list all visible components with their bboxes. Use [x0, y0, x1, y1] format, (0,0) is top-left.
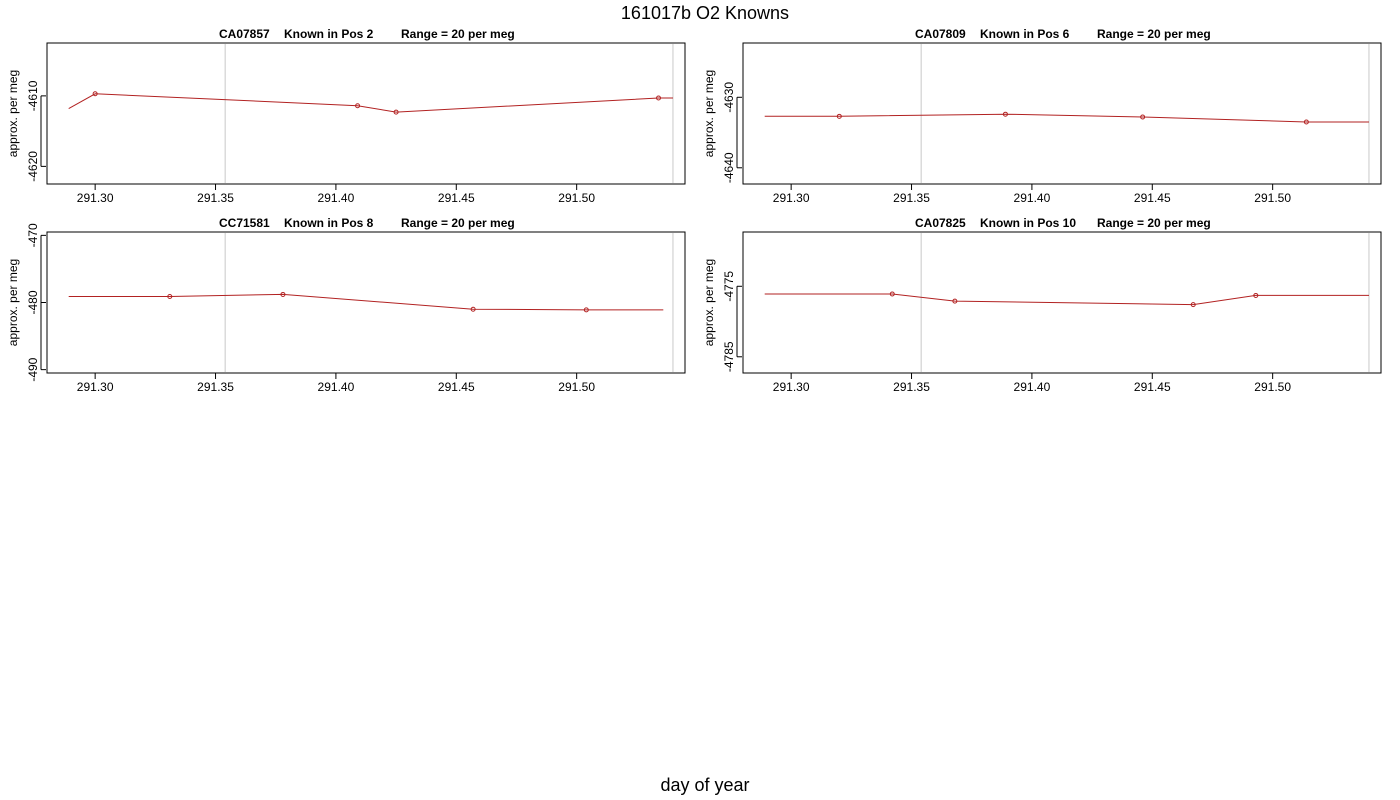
panel-3-data-point-3: [470, 306, 476, 312]
panel-4-data-point-2: [952, 298, 958, 304]
panel-3-title-part-2: Known in Pos 8: [284, 216, 374, 230]
panel-1-title-part-3: Range = 20 per meg: [401, 27, 515, 41]
panel-2-x-tick-label-4: 291.45: [1134, 191, 1171, 205]
panel-2-x-tick-label-1: 291.30: [773, 191, 810, 205]
panel-2-frame: [742, 42, 1382, 185]
panel-3-series-line-1: [68, 293, 664, 311]
panel-4-frame: [742, 231, 1382, 374]
panel-1-frame: [46, 42, 686, 185]
panel-3-title-part-1: CC71581: [219, 216, 270, 230]
panel-2: CA07809 Known in Pos 6 Range = 20 per meg 2…: [702, 27, 1382, 205]
panel-1-x-tick-label-4: 291.45: [438, 191, 475, 205]
panels-group: CA07857 Known in Pos 2 Range = 20 per meg 2…: [6, 27, 1382, 394]
panel-3-x-tick-label-5: 291.50: [558, 380, 595, 394]
panel-4: CA07825 Known in Pos 10 Range = 20 per meg…: [702, 216, 1382, 394]
panel-4-title-part-1: CA07825: [915, 216, 966, 230]
panel-2-data-point-2: [1002, 111, 1008, 117]
panel-3-data-point-1: [167, 293, 173, 299]
panel-1-y-tick-label-2: -4620: [26, 151, 40, 182]
panel-4-series-line-1: [764, 293, 1369, 306]
panel-2-y-tick-label-2: -4640: [722, 152, 736, 183]
panel-1-data-point-4: [656, 95, 662, 101]
panel-1-data-point-2: [355, 103, 361, 109]
panel-2-title-part-2: Known in Pos 6: [980, 27, 1070, 41]
panel-2-x-tick-label-2: 291.35: [893, 191, 930, 205]
panel-4-x-tick-label-1: 291.30: [773, 380, 810, 394]
panel-2-data-point-1: [836, 113, 842, 119]
panel-4-title-part-2: Known in Pos 10: [980, 216, 1076, 230]
panel-1-series-line-1: [68, 93, 673, 113]
panel-4-y-tick-label-2: -4785: [722, 341, 736, 372]
panel-3-x-tick-label-1: 291.30: [77, 380, 114, 394]
panel-4-x-tick-label-4: 291.45: [1134, 380, 1171, 394]
panel-3-y-tick-label-3: -490: [26, 357, 40, 381]
panel-1-y-axis-label: approx. per meg: [6, 70, 20, 157]
panel-4-title-part-3: Range = 20 per meg: [1097, 216, 1211, 230]
panel-1-data-point-1: [92, 91, 98, 97]
figure-title: 161017b O2 Knowns: [621, 3, 789, 23]
panel-3-data-point-2: [280, 291, 286, 297]
panel-2-title-part-3: Range = 20 per meg: [1097, 27, 1211, 41]
panel-2-title-part-1: CA07809: [915, 27, 966, 41]
panel-2-y-axis-label: approx. per meg: [702, 70, 716, 157]
panel-1-y-tick-label-1: -4610: [26, 80, 40, 111]
panel-3-y-tick-label-1: -470: [26, 223, 40, 247]
panel-1-x-tick-label-5: 291.50: [558, 191, 595, 205]
panel-4-x-tick-label-2: 291.35: [893, 380, 930, 394]
panel-3-y-tick-label-2: -480: [26, 290, 40, 314]
panel-4-data-point-1: [889, 291, 895, 297]
panel-4-x-tick-label-5: 291.50: [1254, 380, 1291, 394]
x-axis-label: day of year: [660, 775, 749, 795]
panel-3-frame: [46, 231, 686, 374]
panel-2-series-line-1: [764, 113, 1369, 123]
panel-2-x-tick-label-5: 291.50: [1254, 191, 1291, 205]
panel-2-data-point-4: [1303, 119, 1309, 125]
panel-2-y-tick-label-1: -4630: [722, 82, 736, 113]
panel-4-x-tick-label-3: 291.40: [1014, 380, 1051, 394]
panel-4-data-point-3: [1190, 302, 1196, 308]
panel-4-y-tick-label-1: -4775: [722, 271, 736, 302]
panel-2-x-tick-label-3: 291.40: [1014, 191, 1051, 205]
panel-1: CA07857 Known in Pos 2 Range = 20 per meg 2…: [6, 27, 686, 205]
panel-3-x-tick-label-3: 291.40: [318, 380, 355, 394]
panel-3-x-tick-label-2: 291.35: [197, 380, 234, 394]
panel-3: CC71581 Known in Pos 8 Range = 20 per meg 2…: [6, 216, 686, 394]
panel-4-y-axis-label: approx. per meg: [702, 259, 716, 346]
panel-2-data-point-3: [1140, 114, 1146, 120]
panel-1-x-tick-label-1: 291.30: [77, 191, 114, 205]
panel-1-data-point-3: [393, 109, 399, 115]
panel-1-title-part-1: CA07857: [219, 27, 270, 41]
panel-1-x-tick-label-2: 291.35: [197, 191, 234, 205]
panel-3-title-part-3: Range = 20 per meg: [401, 216, 515, 230]
panel-4-data-point-4: [1253, 292, 1259, 298]
panel-3-y-axis-label: approx. per meg: [6, 259, 20, 346]
panel-1-title-part-2: Known in Pos 2: [284, 27, 374, 41]
panel-1-x-tick-label-3: 291.40: [318, 191, 355, 205]
panel-3-x-tick-label-4: 291.45: [438, 380, 475, 394]
panel-3-data-point-4: [583, 307, 589, 313]
